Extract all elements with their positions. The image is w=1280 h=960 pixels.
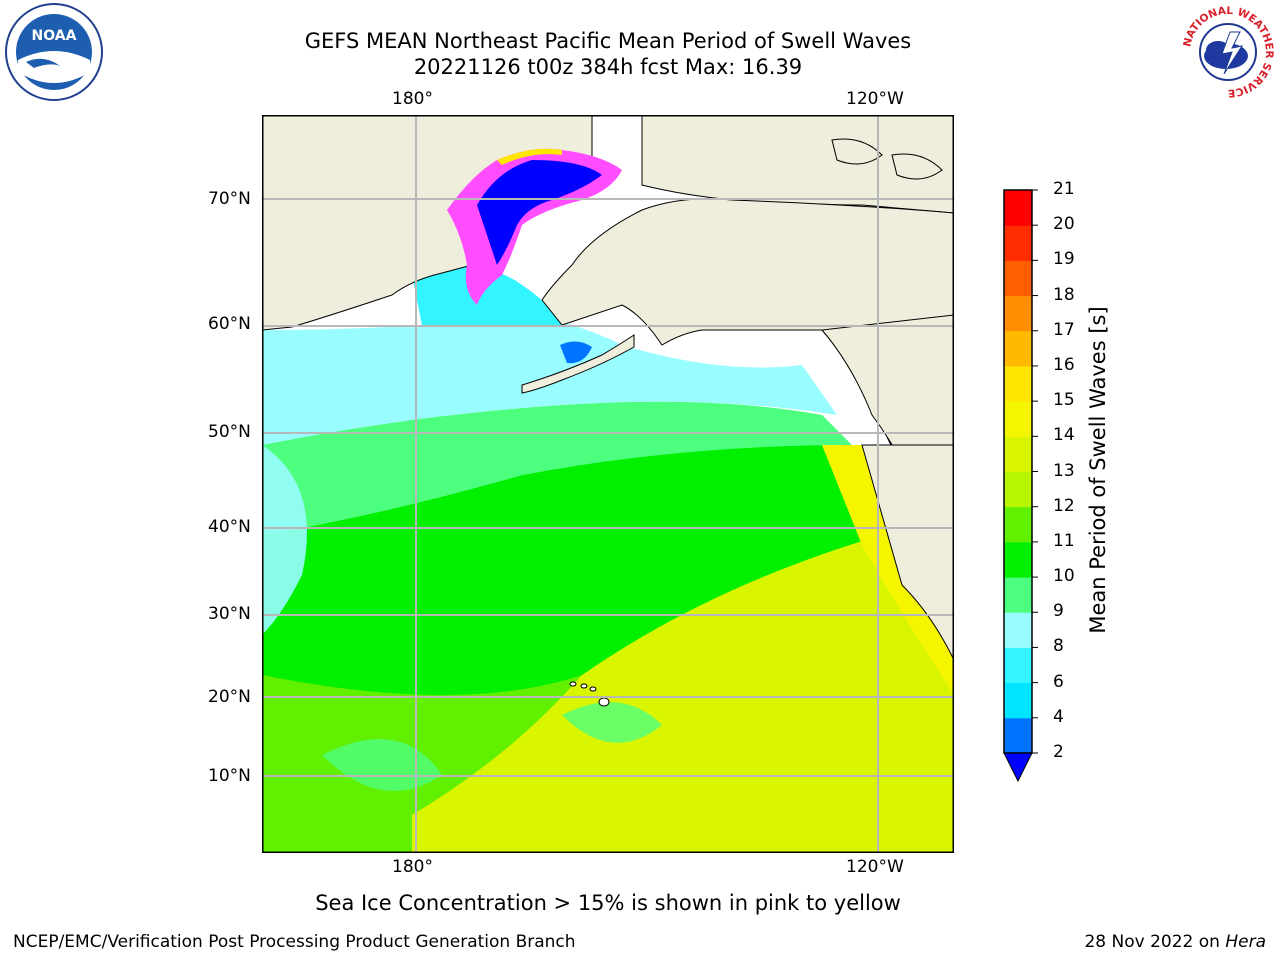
field-band-bering-cyan [412,267,562,325]
lat-label-10n: 10°N [208,766,251,786]
colorbar-swatch [1004,260,1032,297]
sea-ice-note: Sea Ice Concentration > 15% is shown in … [315,891,901,915]
colorbar-tick-label: 11 [1053,530,1075,551]
colorbar-swatch [1004,541,1032,578]
colorbar-title: Mean Period of Swell Waves [s] [1086,306,1110,634]
colorbar-swatch [1004,436,1032,472]
colorbar-swatch [1004,471,1032,508]
colorbar-tick-label: 8 [1053,636,1064,657]
colorbar-tick-label: 16 [1053,354,1075,375]
colorbar-tick-label: 9 [1053,601,1064,622]
colorbar-tick-label: 6 [1053,671,1064,692]
land-chukotka-top [262,115,477,210]
chart-title: GEFS MEAN Northeast Pacific Mean Period … [304,29,912,53]
footer-date-text: 28 Nov 2022 on [1084,932,1220,952]
lon-label-top-180: 180° [392,89,433,109]
lat-label-50n: 50°N [208,422,251,442]
colorbar-swatch [1004,330,1032,367]
colorbar-swatch [1004,506,1032,543]
colorbar-tick-label: 17 [1053,319,1075,340]
colorbar-swatch [1004,225,1032,261]
colorbar-tick-label: 10 [1053,566,1075,587]
colorbar-tick-label: 18 [1053,284,1075,305]
colorbar-swatch [1004,717,1032,754]
map-gridlines [262,115,954,853]
lat-label-40n: 40°N [208,517,251,537]
lat-label-30n: 30°N [208,604,251,624]
sea-ice-edge-yellow [497,148,562,165]
colorbar-tick-label: 21 [1053,179,1075,199]
colorbar-swatch [1004,190,1032,226]
colorbar [1003,189,1038,783]
colorbar-swatch [1004,612,1032,648]
field-band-lightgreen-patches [322,702,662,791]
lat-label-20n: 20°N [208,687,251,707]
footer-date: 28 Nov 2022 on Hera [1084,932,1266,952]
field-band-west-cyan [262,445,307,635]
colorbar-swatch [1004,295,1032,332]
land-california [861,444,954,661]
field-band-north-green [262,401,852,535]
lat-label-70n: 70°N [208,189,251,209]
colorbar-tick-label: 12 [1053,495,1075,516]
land-aleutian-peninsula [521,334,635,394]
colorbar-tick-label: 2 [1053,742,1064,762]
colorbar-swatch [1004,365,1032,402]
noaa-logo: NOAA [5,3,103,101]
colorbar-tick-label: 4 [1053,706,1064,727]
footer-credit: NCEP/EMC/Verification Post Processing Pr… [13,932,576,952]
lon-label-bottom-120w: 120°W [846,857,904,877]
lat-label-60n: 60°N [208,314,251,334]
colorbar-tick-label: 13 [1053,460,1075,481]
colorbar-tick-label: 19 [1053,249,1075,270]
field-band-yellow-east [822,445,954,695]
swell-period-map [262,115,954,853]
colorbar-swatch [1004,401,1032,437]
lon-label-top-120w: 120°W [846,89,904,109]
nws-logo: NATIONAL WEATHER SERVICE [1181,5,1275,99]
colorbar-swatch [1004,577,1032,613]
noaa-logo-text: NOAA [32,28,77,44]
colorbar-tick-label: 14 [1053,425,1075,446]
chart-subtitle: 20221126 t00z 384h fcst Max: 16.39 [413,55,803,79]
colorbar-tick-label: 20 [1053,214,1075,235]
colorbar-tick-label: 15 [1053,390,1075,411]
lon-label-bottom-180: 180° [392,857,433,877]
land-arctic-islands [831,138,943,180]
sea-ice-core [477,160,602,265]
colorbar-swatch [1004,647,1032,684]
colorbar-swatch [1004,682,1032,719]
footer-host: Hera [1225,932,1266,952]
colorbar-under-triangle [1003,752,1033,783]
gulf-blue-patch [560,341,592,364]
